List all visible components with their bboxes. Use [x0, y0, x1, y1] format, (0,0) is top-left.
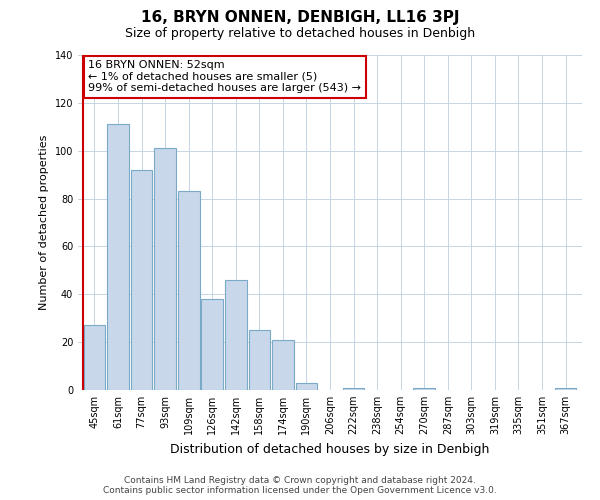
Bar: [554, 388, 577, 390]
Bar: [154, 148, 176, 390]
X-axis label: Distribution of detached houses by size in Denbigh: Distribution of detached houses by size …: [170, 442, 490, 456]
Y-axis label: Number of detached properties: Number of detached properties: [39, 135, 49, 310]
Bar: [296, 383, 317, 390]
Bar: [178, 192, 200, 390]
Text: Contains HM Land Registry data © Crown copyright and database right 2024.
Contai: Contains HM Land Registry data © Crown c…: [103, 476, 497, 495]
Bar: [343, 388, 364, 390]
Bar: [83, 326, 106, 390]
Bar: [248, 330, 270, 390]
Bar: [202, 299, 223, 390]
Bar: [131, 170, 152, 390]
Bar: [225, 280, 247, 390]
Bar: [413, 388, 435, 390]
Bar: [272, 340, 294, 390]
Text: 16, BRYN ONNEN, DENBIGH, LL16 3PJ: 16, BRYN ONNEN, DENBIGH, LL16 3PJ: [141, 10, 459, 25]
Bar: [107, 124, 129, 390]
Text: 16 BRYN ONNEN: 52sqm
← 1% of detached houses are smaller (5)
99% of semi-detache: 16 BRYN ONNEN: 52sqm ← 1% of detached ho…: [88, 60, 361, 93]
Text: Size of property relative to detached houses in Denbigh: Size of property relative to detached ho…: [125, 28, 475, 40]
